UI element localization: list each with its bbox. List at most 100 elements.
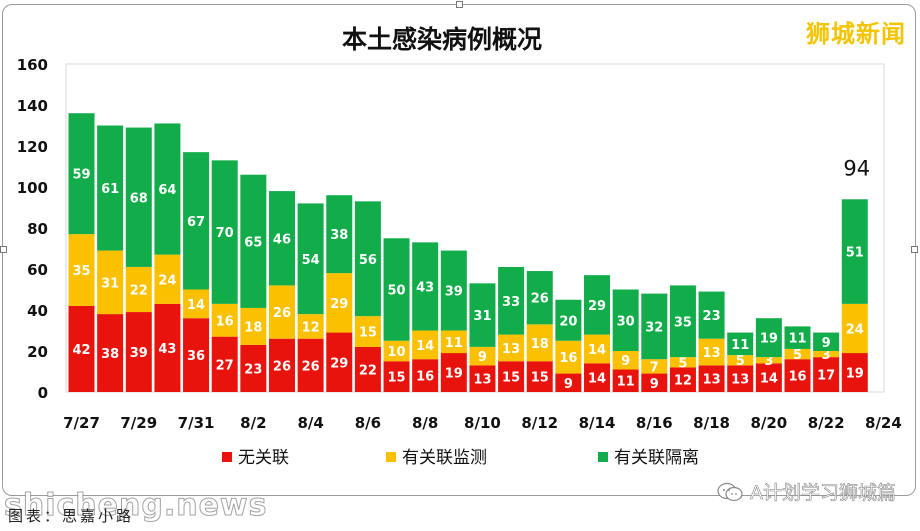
x-tick-label: 8/4: [297, 414, 323, 432]
x-tick-label: 8/22: [808, 414, 845, 432]
chart-title: 本土感染病例概况: [342, 25, 542, 54]
data-label: 22: [359, 363, 377, 378]
image-caption: 图表：思嘉小路: [8, 507, 135, 525]
data-label: 23: [703, 309, 721, 324]
data-label: 9: [621, 354, 630, 369]
bar-segment: [469, 365, 496, 392]
x-tick-label: 8/18: [693, 414, 730, 432]
data-label: 43: [158, 342, 176, 357]
bar-segment: [440, 250, 467, 331]
data-label: 27: [216, 358, 234, 373]
data-label: 26: [531, 292, 549, 307]
data-label: 35: [72, 264, 90, 279]
wechat-badge: A计划学习狮城篇: [716, 478, 896, 505]
data-label: 29: [330, 356, 348, 371]
data-label: 10: [387, 345, 405, 360]
data-label: 16: [216, 314, 234, 329]
y-tick-label: 120: [17, 138, 48, 156]
data-label: 14: [187, 298, 205, 313]
data-label: 22: [130, 284, 148, 299]
bar-segment: [784, 359, 811, 392]
data-label: 43: [416, 280, 434, 295]
bar-segment: [183, 289, 210, 319]
bar-segment: [97, 125, 124, 251]
x-tick-label: 8/20: [750, 414, 787, 432]
data-label: 5: [793, 348, 802, 363]
x-tick-label: 8/8: [412, 414, 438, 432]
y-tick-label: 60: [27, 261, 48, 279]
resize-handle-right[interactable]: [911, 246, 918, 253]
bar-segment: [383, 340, 410, 362]
bar-segment: [412, 330, 439, 360]
bar-segment: [469, 283, 496, 347]
wechat-icon: [717, 482, 743, 501]
bar-segment: [326, 195, 353, 274]
data-label: 26: [273, 306, 291, 321]
bar-segment: [813, 357, 840, 392]
resize-handle-left[interactable]: [0, 246, 7, 253]
data-label: 9: [564, 377, 573, 392]
legend: 无关联 有关联监测 有关联隔离: [222, 448, 699, 468]
data-label: 42: [72, 343, 90, 358]
bar-segment: [354, 346, 381, 392]
data-label: 7: [650, 360, 659, 375]
bar-segment: [612, 369, 639, 392]
bar-segment: [526, 324, 553, 362]
data-label: 3: [764, 354, 773, 369]
data-label: 14: [760, 372, 778, 387]
bar-segment: [97, 250, 124, 315]
bar-segment: [125, 127, 152, 267]
bar-segment: [183, 152, 210, 290]
data-label: 11: [617, 375, 635, 390]
bar-segment: [698, 291, 725, 339]
bar-segment: [755, 363, 782, 392]
data-label: 16: [559, 351, 577, 366]
data-label: 17: [817, 369, 835, 384]
data-label: 19: [846, 367, 864, 382]
bar-segment: [841, 303, 868, 354]
y-tick-label: 20: [27, 343, 48, 361]
x-tick-label: 7/27: [63, 414, 100, 432]
bar-segment: [68, 113, 95, 235]
bar-segment: [698, 365, 725, 392]
bar-segment: [612, 289, 639, 351]
x-tick-label: 8/10: [464, 414, 501, 432]
x-tick-label: 7/31: [178, 414, 215, 432]
bar-segment: [211, 336, 238, 392]
legend-label: 有关联监测: [402, 448, 487, 468]
data-label: 59: [72, 168, 90, 183]
y-axis: 0 20 40 60 80 100 120 140 160: [17, 56, 48, 402]
bar-segment: [612, 351, 639, 370]
bar-segment: [440, 330, 467, 354]
legend-label: 有关联隔离: [614, 448, 699, 468]
data-label: 68: [130, 191, 148, 206]
data-label: 11: [445, 336, 463, 351]
data-label: 50: [387, 284, 405, 299]
data-label: 33: [502, 295, 520, 310]
data-label: 5: [678, 356, 687, 371]
bar-segment: [584, 363, 611, 392]
resize-handle-top[interactable]: [456, 1, 463, 8]
bar-segment: [526, 361, 553, 392]
data-label: 15: [502, 371, 520, 386]
data-label: 9: [478, 350, 487, 365]
bar-segment: [498, 334, 525, 362]
bar-segment: [755, 357, 782, 364]
data-label: 20: [559, 314, 577, 329]
chart-frame: [2, 4, 916, 496]
bar-segment: [641, 293, 668, 360]
data-label: 11: [731, 338, 749, 353]
watermark-logo: 狮城新闻: [806, 20, 906, 48]
data-label: 15: [387, 371, 405, 386]
data-label: 32: [645, 320, 663, 335]
legend-swatch: [386, 452, 396, 462]
x-tick-label: 8/12: [521, 414, 558, 432]
bar-segment: [813, 332, 840, 351]
data-label: 30: [617, 314, 635, 329]
data-label: 29: [330, 297, 348, 312]
bar-segment: [784, 348, 811, 360]
data-label: 5: [736, 354, 745, 369]
bar-segment: [154, 123, 181, 255]
data-label: 64: [158, 183, 176, 198]
